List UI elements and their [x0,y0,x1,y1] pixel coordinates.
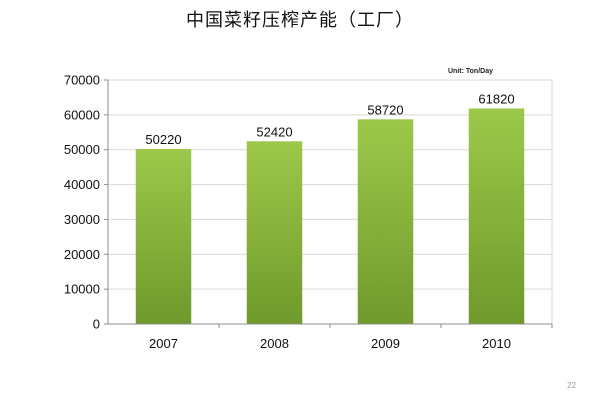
y-tick-label: 20000 [64,247,100,262]
y-tick-label: 0 [93,317,100,332]
y-tick-label: 40000 [64,177,100,192]
bar-2007 [135,148,192,324]
unit-label: Unit: Ton/Day [448,68,493,75]
data-label-2008: 52420 [256,124,292,139]
bars [135,108,525,325]
x-axis: 2007 2008 2009 2010 [108,323,553,351]
y-tick-label: 60000 [64,107,100,122]
y-tick-label: 70000 [64,73,100,88]
data-label-2007: 50220 [145,132,181,147]
x-tick-label-2009: 2009 [371,336,400,351]
x-tick-label-2010: 2010 [482,336,511,351]
slide-title: 中国菜籽压榨产能（工厂） [186,10,414,31]
page-number: 22 [567,381,576,390]
y-tick-label: 50000 [64,142,100,157]
bar-2008 [246,141,303,324]
x-tick-label-2008: 2008 [260,336,289,351]
y-axis: 0 10000 20000 30000 40000 50000 60000 70000 [64,73,109,332]
data-label-2009: 58720 [367,102,403,117]
y-tick-label: 30000 [64,212,100,227]
data-label-2010: 61820 [478,92,514,107]
y-tick-label: 10000 [64,282,100,297]
bar-2009 [357,119,414,325]
bar-2010 [468,108,525,324]
data-labels: 50220 52420 58720 61820 [145,92,514,147]
x-tick-label-2007: 2007 [149,336,178,351]
